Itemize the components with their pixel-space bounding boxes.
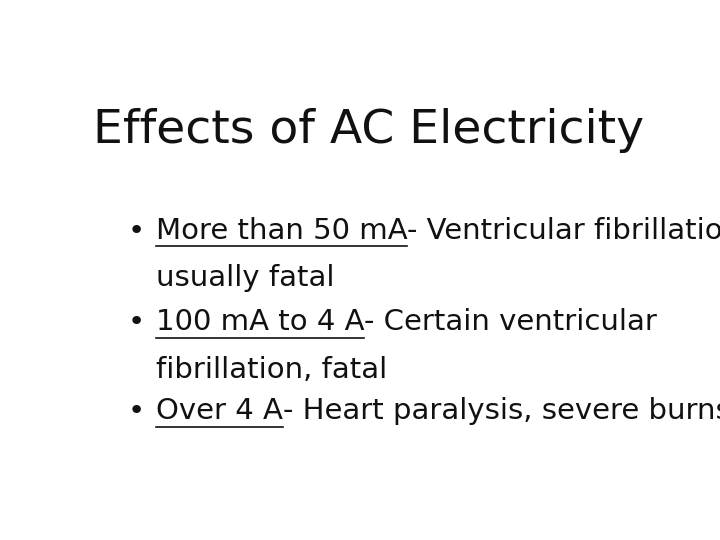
Text: Over 4 A: Over 4 A [156,397,283,426]
Text: More than 50 mA: More than 50 mA [156,217,408,245]
Text: fibrillation, fatal: fibrillation, fatal [156,356,387,384]
Text: •: • [127,397,145,426]
Text: usually fatal: usually fatal [156,265,334,292]
Text: - Ventricular fibrillation,: - Ventricular fibrillation, [408,217,720,245]
Text: Effects of AC Electricity: Effects of AC Electricity [94,109,644,153]
Text: - Certain ventricular: - Certain ventricular [364,308,657,336]
Text: - Heart paralysis, severe burns: - Heart paralysis, severe burns [283,397,720,426]
Text: •: • [127,308,145,336]
Text: 100 mA to 4 A: 100 mA to 4 A [156,308,364,336]
Text: •: • [127,217,145,245]
